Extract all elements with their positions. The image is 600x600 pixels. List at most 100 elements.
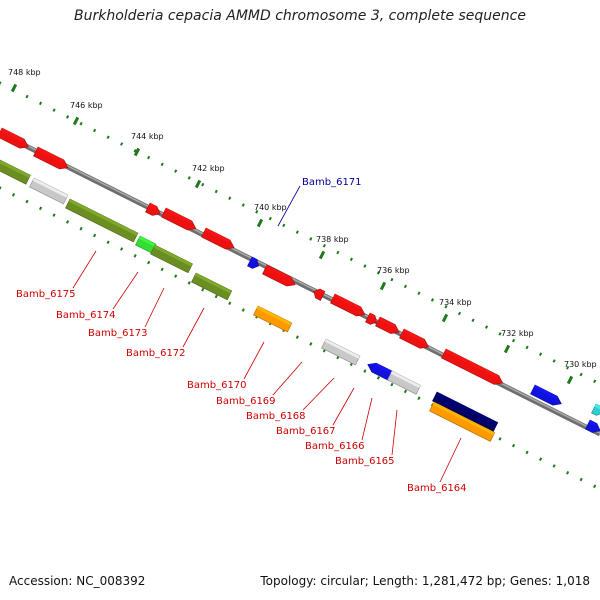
guide-dot [566, 365, 570, 370]
guide-dot [525, 345, 529, 350]
guide-dot [11, 192, 16, 197]
scale-tick-mark [566, 375, 574, 385]
gene-arrow [201, 227, 235, 250]
guide-dot [417, 396, 421, 400]
gene-box [29, 177, 69, 205]
guide-dot [390, 382, 394, 387]
scale-tick-label: 744 kbp [131, 132, 164, 141]
guide-dot [579, 477, 583, 482]
gene-leader-line [243, 341, 265, 380]
gene-arrow [33, 146, 69, 170]
gene-arrow [0, 127, 29, 149]
gene-arrow [161, 207, 197, 231]
guide-dot [133, 254, 137, 258]
guide-dot [25, 94, 29, 99]
guide-dot [309, 342, 313, 346]
scale-tick-mark [379, 281, 387, 291]
guide-dot [593, 379, 597, 384]
gene-arrow [330, 293, 366, 317]
guide-dot [457, 311, 462, 316]
guide-dot [309, 237, 313, 241]
guide-dot [106, 240, 110, 245]
gene-arrow [530, 384, 562, 406]
guide-dot [66, 220, 70, 224]
guide-dot [403, 284, 408, 289]
scale-tick-mark [318, 250, 326, 260]
guide-dot [295, 230, 299, 234]
scale-tick-label: 738 kbp [316, 235, 349, 244]
backbone-line [0, 130, 600, 437]
scale-tick-mark [503, 344, 511, 354]
scale-tick-label: 742 kbp [192, 164, 225, 173]
guide-dot [52, 108, 56, 112]
gene-box [429, 401, 496, 442]
guide-dot [79, 121, 83, 126]
guide-dot [295, 335, 299, 339]
scale-tick-label: 734 kbp [439, 298, 472, 307]
guide-dot [228, 196, 232, 201]
guide-dot [174, 274, 178, 278]
guide-dot [525, 450, 529, 455]
scale-tick-label: 730 kbp [564, 360, 597, 369]
gene-leader-line [302, 377, 335, 411]
guide-dot [147, 260, 151, 265]
gene-box [0, 159, 31, 185]
scale-tick-mark [441, 313, 449, 323]
guide-dot [552, 359, 556, 363]
guide-dot [511, 443, 516, 448]
gene-label: Bamb_6171 [302, 177, 362, 188]
gene-box [150, 244, 193, 274]
gene-arrow [262, 264, 296, 287]
gene-leader-line [182, 307, 205, 348]
gene-leader-line [144, 287, 165, 328]
guide-dot [214, 189, 218, 194]
backbone-highlight [0, 131, 600, 434]
guide-dot [430, 298, 435, 302]
guide-dot [201, 287, 205, 292]
gene-features [0, 127, 600, 442]
gene-box [585, 419, 600, 433]
guide-dot [484, 325, 489, 329]
gene-label: Bamb_6169 [216, 396, 276, 407]
dotted-guide-lines [0, 81, 597, 489]
guide-dot [187, 176, 191, 180]
scale-tick-label: 736 kbp [377, 266, 410, 275]
scale-tick-label: 746 kbp [70, 101, 103, 110]
guide-dot [93, 128, 97, 133]
gene-label: Bamb_6173 [88, 328, 148, 339]
guide-dot [38, 101, 43, 106]
guide-dot [187, 281, 191, 285]
gene-leader-line [439, 437, 462, 483]
guide-dot [336, 250, 340, 255]
scale-tick-mark [133, 147, 141, 157]
guide-dot [174, 169, 178, 173]
gene-box [367, 362, 394, 381]
gene-arrow [399, 328, 430, 349]
guide-dot [93, 233, 97, 238]
guide-dot [52, 213, 56, 217]
gene-label: Bamb_6168 [246, 411, 306, 422]
gene-box [65, 198, 139, 243]
guide-dot [228, 301, 232, 306]
guide-dot [498, 437, 502, 441]
gene-leader-line [391, 409, 398, 456]
guide-dot [147, 155, 151, 160]
scale-tick-label: 748 kbp [8, 68, 41, 77]
guide-dot [106, 135, 110, 140]
gene-label: Bamb_6164 [407, 483, 467, 494]
accession-text: Accession: NC_008392 [9, 574, 146, 588]
gene-label: Bamb_6170 [187, 380, 247, 391]
gene-label: Bamb_6165 [335, 456, 395, 467]
guide-dot [38, 206, 43, 211]
guide-dot [376, 376, 380, 380]
gene-arrow-bamb-6171 [247, 256, 260, 269]
guide-dot [282, 223, 286, 228]
gene-leader-line [72, 250, 97, 289]
gene-arrow [313, 288, 326, 301]
gene-arrow [365, 312, 378, 325]
gene-leader-line [361, 397, 373, 441]
gene-labels: Bamb_6175 Bamb_6174 Bamb_6173 Bamb_6172 Bamb… [16, 177, 467, 494]
guide-dot [390, 277, 394, 282]
guide-dot [241, 308, 245, 312]
guide-dot [120, 247, 124, 251]
